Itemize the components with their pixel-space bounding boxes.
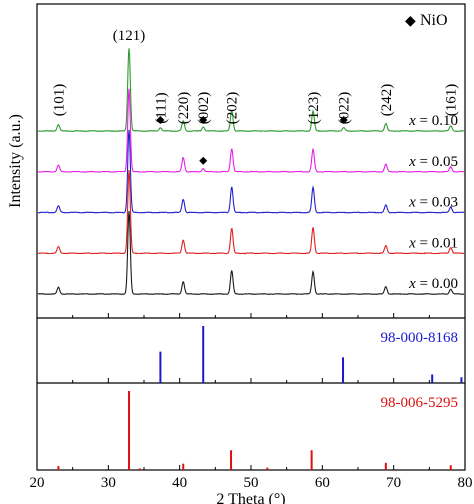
series-line [37, 210, 464, 295]
peak-label: (101) [51, 84, 67, 117]
legend-symbol: ◆ [405, 13, 416, 29]
series-line [37, 48, 465, 133]
peak-label: (123) [306, 92, 322, 125]
x-axis-label: 2 Theta (°) [216, 491, 285, 504]
series-lines [37, 48, 465, 295]
peak-label: (202) [225, 92, 241, 125]
series-line [37, 169, 465, 255]
peak-label: (242) [379, 84, 395, 117]
series-label: x = 0.03 [408, 195, 458, 211]
nio-markers [156, 116, 348, 165]
series-label: x = 0.05 [408, 154, 458, 170]
reference-labels: 98-000-8168 98-006-5295 [381, 330, 459, 411]
nio-marker [339, 116, 348, 124]
reference-label: 98-000-8168 [381, 330, 459, 346]
x-tick-label: 20 [30, 475, 45, 491]
reference-label: 98-006-5295 [381, 395, 459, 411]
x-axis-ticks: 20 30 40 50 60 70 80 [30, 313, 473, 491]
x-tick-label: 70 [386, 475, 401, 491]
x-tick-label: 80 [458, 475, 473, 491]
series-line [37, 88, 465, 173]
peak-label: (002) [196, 92, 212, 125]
peak-label: (022) [337, 92, 353, 125]
series-label: x = 0.00 [408, 276, 458, 292]
peak-label: (121) [113, 28, 146, 44]
reference-sticks [57, 326, 463, 470]
nio-marker [156, 116, 165, 124]
peak-labels: (101) (121) (111) (220) (002) (202) (123) (022)… [51, 28, 459, 124]
series-labels: x = 0.10 x = 0.05 x = 0.03 x = 0.01 x = 0.00 [408, 113, 458, 292]
peak-label: (111) [153, 92, 169, 123]
peak-label: (220) [176, 92, 192, 125]
nio-marker [199, 156, 208, 165]
y-axis-label: Intensity (a.u.) [7, 114, 24, 208]
peak-label: (161) [444, 84, 460, 117]
series-label: x = 0.01 [408, 235, 458, 251]
nio-marker [199, 116, 208, 124]
x-tick-label: 50 [244, 475, 259, 491]
series-label: x = 0.10 [408, 113, 458, 129]
x-tick-label: 30 [101, 475, 116, 491]
legend: ◆ NiO [405, 12, 448, 29]
x-tick-label: 40 [172, 475, 187, 491]
x-tick-label: 60 [315, 475, 330, 491]
series-line [37, 129, 465, 214]
legend-label: NiO [420, 12, 448, 29]
